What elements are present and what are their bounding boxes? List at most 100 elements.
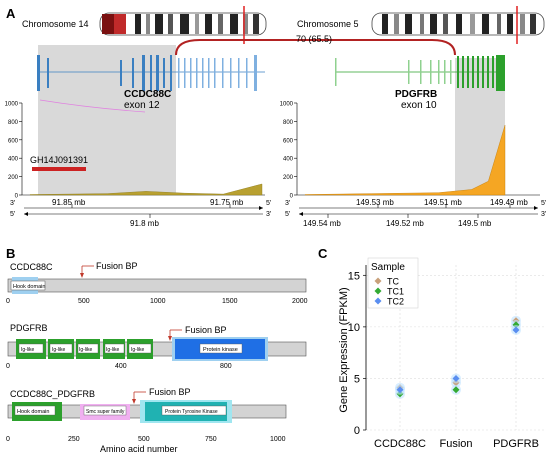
domain-label-hook-ccdc88c: Hook domain bbox=[13, 284, 45, 290]
panel-c-label: C bbox=[318, 246, 328, 261]
category-label-fusion: Fusion bbox=[439, 438, 472, 450]
strand-3prime-bottom-right-end: 3' bbox=[541, 211, 546, 218]
domain-label-protein-kinase: Protein kinase bbox=[203, 347, 238, 353]
right-xtick-149.5: 149.5 mb bbox=[458, 219, 492, 228]
point-tc1-fusion bbox=[452, 386, 460, 394]
strand-3prime-top-right: 3' bbox=[285, 200, 290, 207]
protein-name-ccdc88c: CCDC88C bbox=[10, 262, 53, 272]
r-ytick-label-1: 800 bbox=[283, 120, 294, 126]
category-label-pdgfrb: PDGFRB bbox=[493, 438, 539, 450]
right-xtick-149.53: 149.53 mb bbox=[356, 198, 394, 207]
ideogram-chr5 bbox=[371, 6, 545, 44]
domain-label-ig1: Ig-like bbox=[21, 347, 35, 353]
tick-ccdc88c-0: 0 bbox=[6, 298, 10, 305]
l-ytick-label-3: 400 bbox=[8, 157, 19, 163]
r-ytick-label-5: 0 bbox=[290, 194, 294, 200]
ccdc88c-gene-model bbox=[37, 55, 265, 91]
pdgfrb-gene-model bbox=[335, 55, 505, 91]
ytick-label-3: 15 bbox=[348, 270, 360, 282]
left-pink-trace bbox=[39, 99, 146, 113]
strand-5prime-bottom-right: 5' bbox=[285, 211, 290, 218]
legend-entry-tc1: TC1 bbox=[387, 287, 404, 297]
r-ytick-label-3: 400 bbox=[283, 157, 294, 163]
legend-swatch-tc2 bbox=[374, 297, 382, 305]
coverage-area-left bbox=[29, 183, 263, 196]
strand-5prime-top-right-end: 5' bbox=[541, 200, 546, 207]
domain-label-ig2: Ig-like bbox=[52, 347, 66, 353]
right-exon-label: exon 10 bbox=[401, 100, 437, 111]
left-shaded-region bbox=[38, 45, 176, 195]
domain-label-smc: Smc super family bbox=[86, 409, 125, 415]
domain-label-ig4: Ig-like bbox=[106, 347, 120, 353]
enhancer-bar bbox=[32, 167, 86, 171]
ytick-label-1: 5 bbox=[354, 373, 360, 385]
legend-entry-tc: TC bbox=[387, 277, 399, 287]
fusion-bp-pdgfrb: Fusion BP bbox=[185, 325, 227, 335]
y-axis-label: Gene Expression (FPKM) bbox=[338, 287, 350, 412]
domain-label-tyrosine-kinase: Protein Tyrosine Kinase bbox=[165, 409, 218, 415]
legend-entry-tc2: TC2 bbox=[387, 297, 404, 307]
tick-ccdc88c-500: 500 bbox=[78, 298, 90, 305]
left-xtick-91.8: 91.8 mb bbox=[130, 219, 159, 228]
l-ytick-label-4: 200 bbox=[8, 175, 19, 181]
protein-fusion: CCDC88C_PDGFRB Hook domain Smc super fam… bbox=[6, 387, 287, 443]
protein-pdgfrb: PDGFRB Ig-like Ig-like Ig-like Ig-like I… bbox=[6, 323, 307, 370]
genomic-axis-left: 91.85 mb 91.75 mb 91.8 mb 3' 5' 5' 3' bbox=[10, 198, 271, 228]
right-xtick-149.51: 149.51 mb bbox=[424, 198, 462, 207]
left-exon-label: exon 12 bbox=[124, 100, 160, 111]
strand-3prime-bottom-left-end: 3' bbox=[266, 211, 271, 218]
fusion-arc bbox=[175, 39, 456, 56]
tick-pdgfrb-400: 400 bbox=[115, 363, 127, 370]
l-ytick-label-5: 0 bbox=[15, 194, 19, 200]
fusion-bp-ccdc88c: Fusion BP bbox=[96, 261, 138, 271]
fusion-bp-fusion: Fusion BP bbox=[149, 387, 191, 397]
junction-read-count: 70 (65.5) bbox=[296, 34, 332, 44]
amino-acid-axis-label: Amino acid number bbox=[100, 444, 178, 454]
strand-3prime-top-left: 3' bbox=[10, 200, 15, 207]
genomic-axis-right: 149.53 mb 149.51 mb 149.49 mb 149.54 mb … bbox=[285, 198, 546, 228]
tick-ccdc88c-1500: 1500 bbox=[222, 298, 238, 305]
protein-name-fusion: CCDC88C_PDGFRB bbox=[10, 389, 95, 399]
point-tc2-pdgfrb bbox=[512, 326, 520, 334]
right-xtick-149.49: 149.49 mb bbox=[490, 198, 528, 207]
r-ytick-label-0: 1000 bbox=[280, 102, 294, 108]
coverage-area-right bbox=[304, 125, 506, 196]
protein-name-pdgfrb: PDGFRB bbox=[10, 323, 48, 333]
right-chromosome-label: Chromosome 5 bbox=[297, 19, 359, 29]
tick-ccdc88c-1000: 1000 bbox=[150, 298, 166, 305]
domain-label-ig5: Ig-like bbox=[131, 347, 145, 353]
left-xtick-91.75: 91.75 mb bbox=[210, 198, 244, 207]
ytick-label-0: 0 bbox=[354, 425, 360, 437]
left-gene-name: CCDC88C bbox=[124, 89, 171, 100]
enhancer-label: GH14J091391 bbox=[30, 155, 88, 165]
tick-fusion-1000: 1000 bbox=[270, 436, 286, 443]
right-xtick-149.52: 149.52 mb bbox=[386, 219, 424, 228]
tick-fusion-0: 0 bbox=[6, 436, 10, 443]
l-ytick-label-0: 1000 bbox=[5, 102, 19, 108]
point-tc2-fusion bbox=[452, 374, 460, 382]
tick-pdgfrb-0: 0 bbox=[6, 363, 10, 370]
tick-fusion-500: 500 bbox=[138, 436, 150, 443]
coverage-plot-right: 1000 800 600 400 200 0 bbox=[280, 102, 540, 200]
coverage-plot-left: 1000 800 600 400 200 0 bbox=[5, 102, 265, 200]
panel-b-label: B bbox=[6, 246, 15, 261]
r-ytick-label-2: 600 bbox=[283, 138, 294, 144]
left-xtick-91.85: 91.85 mb bbox=[52, 198, 86, 207]
expression-chart: 0 5 10 15 CCDC88C Fusion PDGFRB Gene Expressi… bbox=[338, 257, 545, 450]
ideogram-chr14 bbox=[99, 6, 267, 44]
panel-a-label: A bbox=[6, 6, 16, 21]
right-gene-name: PDGFRB bbox=[395, 89, 437, 100]
strand-5prime-top-left-end: 5' bbox=[266, 200, 271, 207]
ytick-label-2: 10 bbox=[348, 322, 360, 334]
domain-label-ig3: Ig-like bbox=[79, 347, 93, 353]
l-ytick-label-2: 600 bbox=[8, 138, 19, 144]
r-ytick-label-4: 200 bbox=[283, 175, 294, 181]
left-chromosome-label: Chromosome 14 bbox=[22, 19, 89, 29]
l-ytick-label-1: 800 bbox=[8, 120, 19, 126]
legend-swatch-tc bbox=[374, 277, 382, 285]
strand-5prime-bottom-left: 5' bbox=[10, 211, 15, 218]
category-label-ccdc88c: CCDC88C bbox=[374, 438, 426, 450]
right-xtick-149.54: 149.54 mb bbox=[303, 219, 341, 228]
